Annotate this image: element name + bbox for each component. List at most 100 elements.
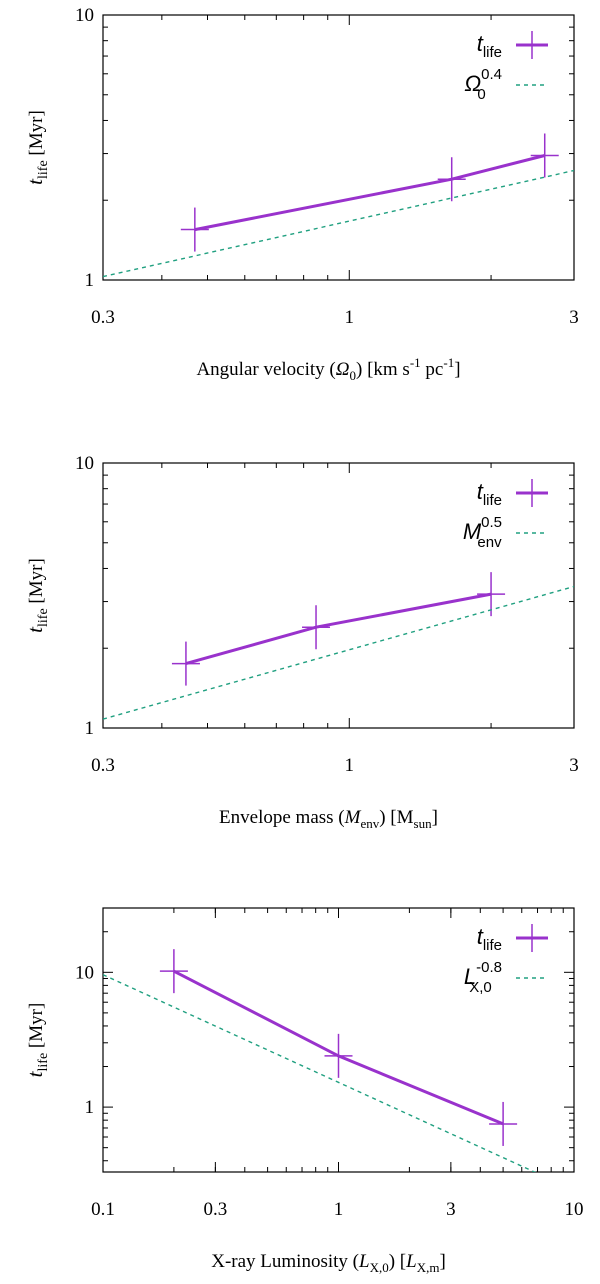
legend-symbol: L [464,964,476,989]
legend-label-2: M0.5 env [463,514,502,551]
x-tick-label: 1 [345,755,355,776]
x-title-text: Angular velocity ( [196,359,335,380]
x-title-text: Envelope mass ( [219,807,345,828]
x-title-text: ) [ [389,1251,406,1272]
legend-subscript: env [477,534,502,551]
legend-symbol: Ω [464,71,481,96]
y-title-symbol: t [23,626,47,633]
x-tick-label: 10 [565,1199,584,1220]
legend-label-1: tlife [477,31,502,61]
y-tick-label: 10 [75,453,94,474]
y-tick-label: 10 [75,962,94,983]
y-tick-label: 10 [75,5,94,26]
x-title-text: ] [454,359,460,380]
x-tick-label: 3 [569,307,579,328]
plot-area [103,949,537,1172]
legend-label-2: Ω0.4 0 [464,66,502,103]
legend-subscript: life [483,492,502,509]
x-title-subscript: X,0 [370,1260,389,1275]
y-axis-title: tlife [Myr] [23,558,51,633]
x-tick-label: 0.3 [91,755,115,776]
data-point-marker [180,207,209,252]
data-point-marker [477,572,506,617]
y-title-subscript: life [36,160,51,179]
x-title-subscript: 0 [350,368,357,383]
legend-subscript: life [483,44,502,61]
data-point-marker [324,1033,353,1078]
data-point-marker [437,157,466,202]
y-title-symbol: t [23,178,47,185]
data-point-marker [302,605,331,650]
x-tick-label: 1 [334,1199,344,1220]
x-title-superscript: -1 [410,355,421,370]
series-1-line [194,154,546,232]
series-2-line [103,974,537,1172]
legend-label-1: tlife [477,479,502,509]
y-title-unit: [Myr] [26,110,47,160]
x-title-text: pc [421,359,444,380]
y-title-unit: [Myr] [26,1003,47,1053]
x-axis-title: X-ray Luminosity (LX,0) [LX,m] [211,1251,446,1275]
series-1-line [185,592,492,666]
x-title-symbol: L [358,1251,370,1272]
data-point-marker [171,641,200,686]
legend-symbol: M [463,519,482,544]
x-title-text: ] [432,807,438,828]
x-tick-label: 0.1 [91,1199,115,1220]
y-title-subscript: life [36,1053,51,1072]
x-tick-label: 1 [345,307,355,328]
legend-label-2: L-0.8 X,0 [464,959,502,996]
data-point-marker [489,1101,518,1146]
x-axis-title: Envelope mass (Menv) [Msun] [219,807,438,831]
minor-ticks [102,15,574,280]
legend-superscript: 0.5 [481,514,502,531]
legend-subscript: life [483,937,502,954]
y-title-subscript: life [36,608,51,627]
x-title-text: ) [M [379,807,413,828]
minor-ticks [102,463,574,728]
x-title-text: ) [km s [356,359,410,380]
plot-area [103,572,574,720]
x-tick-label: 3 [446,1199,456,1220]
legend-superscript: 0.4 [481,66,502,83]
plot-frame [102,14,575,281]
x-tick-label: 0.3 [91,307,115,328]
x-title-superscript: -1 [443,355,454,370]
plot-area [103,133,574,278]
x-title-text: X-ray Luminosity ( [211,1251,359,1272]
y-tick-label: 1 [85,270,95,291]
plot-frame [102,907,575,1173]
y-axis-title: tlife [Myr] [23,110,51,185]
series-2-line [103,585,574,720]
x-title-subscript: X,m [417,1260,440,1275]
y-title-symbol: t [23,1070,47,1077]
legend-label-1: tlife [477,924,502,954]
legend-symbol: t [477,924,484,949]
legend-superscript: -0.8 [476,959,502,976]
y-tick-label: 1 [85,718,95,739]
x-title-symbol: Ω [336,359,350,380]
legend-subscript: 0 [477,86,485,103]
legend-symbol: t [477,31,484,56]
x-title-text: ] [439,1251,445,1272]
legend-symbol: t [477,479,484,504]
legend-subscript: X,0 [469,979,492,996]
x-title-subscript: sun [414,816,433,831]
y-tick-label: 1 [85,1097,95,1118]
x-tick-label: 3 [569,755,579,776]
x-tick-label: 0.3 [203,1199,227,1220]
y-axis-title: tlife [Myr] [23,1003,51,1078]
x-title-symbol: L [405,1251,417,1272]
data-point-marker [530,133,559,178]
y-title-unit: [Myr] [26,558,47,608]
x-axis-title: Angular velocity (Ω0) [km s-1 pc-1] [196,355,460,383]
data-point-marker [159,949,188,994]
plot-frame [102,462,575,729]
